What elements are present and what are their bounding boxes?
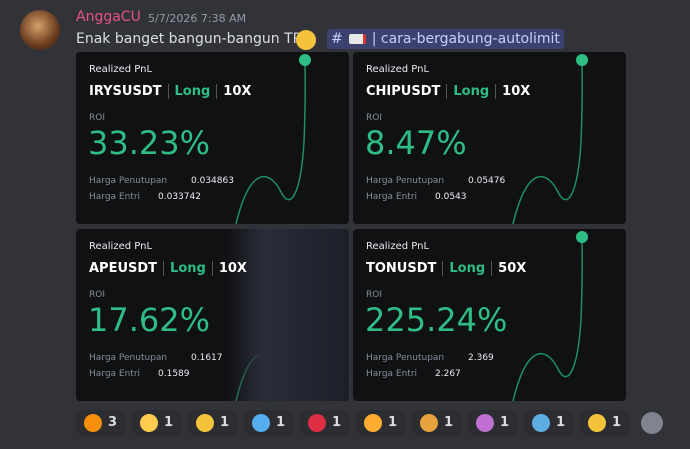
- reaction-count: 1: [388, 415, 398, 430]
- card-label: Realized PnL: [89, 64, 153, 75]
- close-label: Harga Penutupan: [366, 176, 445, 186]
- avatar[interactable]: [20, 10, 60, 50]
- symbol: CHIPUSDT: [366, 84, 441, 99]
- roi-label: ROI: [89, 290, 105, 300]
- reaction[interactable]: 1: [132, 410, 182, 436]
- megaphone-icon: [348, 34, 366, 44]
- channel-mention[interactable]: # | cara-bergabung-autolimit: [327, 29, 564, 49]
- position-row: TONUSDT Long 50X: [366, 261, 526, 276]
- position-row: CHIPUSDT Long 10X: [366, 84, 530, 99]
- roi-value: 8.47%: [365, 124, 467, 162]
- symbol: APEUSDT: [89, 261, 158, 276]
- channel-name: | cara-bergabung-autolimit: [371, 31, 560, 47]
- reaction[interactable]: 1: [524, 410, 574, 436]
- entry-value: 0.033742: [158, 192, 201, 202]
- entry-value: 2.267: [435, 369, 461, 379]
- leverage: 10X: [216, 84, 251, 99]
- players-image: [226, 229, 349, 401]
- roi-label: ROI: [366, 113, 382, 123]
- symbol: IRYSUSDT: [89, 84, 162, 99]
- close-value: 0.05476: [468, 176, 506, 186]
- roi-value: 17.62%: [88, 301, 211, 339]
- timestamp: 5/7/2026 7:38 AM: [148, 12, 247, 25]
- hug-emoji: [296, 30, 316, 50]
- entry-label: Harga Entri: [89, 369, 141, 379]
- roi-value: 33.23%: [88, 124, 211, 162]
- reaction-count: 1: [164, 415, 174, 430]
- close-value: 2.369: [468, 353, 494, 363]
- close-label: Harga Penutupan: [89, 353, 168, 363]
- roi-label: ROI: [366, 290, 382, 300]
- reaction-count: 1: [444, 415, 454, 430]
- side: Long: [167, 84, 210, 99]
- roi-label: ROI: [89, 113, 105, 123]
- reaction-count: 1: [612, 415, 622, 430]
- reaction-emoji: [308, 414, 326, 432]
- reaction-count: 1: [500, 415, 510, 430]
- reaction[interactable]: 1: [356, 410, 406, 436]
- reaction-count: 1: [276, 415, 286, 430]
- position-row: APEUSDT Long 10X: [89, 261, 247, 276]
- message-text: Enak banget bangun-bangun TP: [76, 31, 302, 47]
- reaction-count: 1: [556, 415, 566, 430]
- reaction[interactable]: 1: [580, 410, 630, 436]
- author[interactable]: AnggaCU: [76, 9, 141, 25]
- pnl-card: Realized PnL IRYSUSDT Long 10X ROI 33.23% Harg…: [76, 52, 349, 224]
- reaction-count: 1: [332, 415, 342, 430]
- entry-label: Harga Entri: [89, 192, 141, 202]
- close-value: 0.1617: [191, 353, 223, 363]
- reaction-emoji: [84, 414, 102, 432]
- side: Long: [446, 84, 489, 99]
- card-label: Realized PnL: [89, 241, 153, 252]
- pnl-card: Realized PnL APEUSDT Long 10X ROI 17.62% Harga…: [76, 229, 349, 401]
- close-label: Harga Penutupan: [366, 353, 445, 363]
- add-reaction[interactable]: [641, 412, 663, 434]
- pnl-curve: [235, 54, 311, 224]
- reaction[interactable]: 1: [300, 410, 350, 436]
- pnl-card: Realized PnL TONUSDT Long 50X ROI 225.24% Harg…: [353, 229, 626, 401]
- pnl-curve: [512, 231, 588, 401]
- reaction-emoji: [252, 414, 270, 432]
- reaction-emoji: [420, 414, 438, 432]
- reaction[interactable]: 3: [76, 410, 126, 436]
- reaction-count: 3: [108, 415, 118, 430]
- reaction-emoji: [364, 414, 382, 432]
- channel-hash: #: [331, 31, 343, 47]
- reaction[interactable]: 1: [244, 410, 294, 436]
- leverage: 10X: [495, 84, 530, 99]
- reaction[interactable]: 1: [412, 410, 462, 436]
- symbol: TONUSDT: [366, 261, 437, 276]
- reaction-emoji: [532, 414, 550, 432]
- entry-label: Harga Entri: [366, 192, 418, 202]
- reaction-emoji: [588, 414, 606, 432]
- entry-label: Harga Entri: [366, 369, 418, 379]
- pnl-curve: [512, 54, 588, 224]
- reaction-emoji: [476, 414, 494, 432]
- reaction[interactable]: 1: [468, 410, 518, 436]
- leverage: 10X: [211, 261, 247, 276]
- entry-value: 0.0543: [435, 192, 467, 202]
- roi-value: 225.24%: [365, 301, 508, 339]
- close-label: Harga Penutupan: [89, 176, 168, 186]
- side: Long: [163, 261, 206, 276]
- card-label: Realized PnL: [366, 64, 430, 75]
- reaction-emoji: [196, 414, 214, 432]
- leverage: 50X: [491, 261, 526, 276]
- side: Long: [442, 261, 485, 276]
- close-value: 0.034863: [191, 176, 234, 186]
- entry-value: 0.1589: [158, 369, 190, 379]
- reaction-emoji: [140, 414, 158, 432]
- card-label: Realized PnL: [366, 241, 430, 252]
- pnl-card: Realized PnL CHIPUSDT Long 10X ROI 8.47% Harga…: [353, 52, 626, 224]
- reaction[interactable]: 1: [188, 410, 238, 436]
- reaction-count: 1: [220, 415, 230, 430]
- position-row: IRYSUSDT Long 10X: [89, 84, 251, 99]
